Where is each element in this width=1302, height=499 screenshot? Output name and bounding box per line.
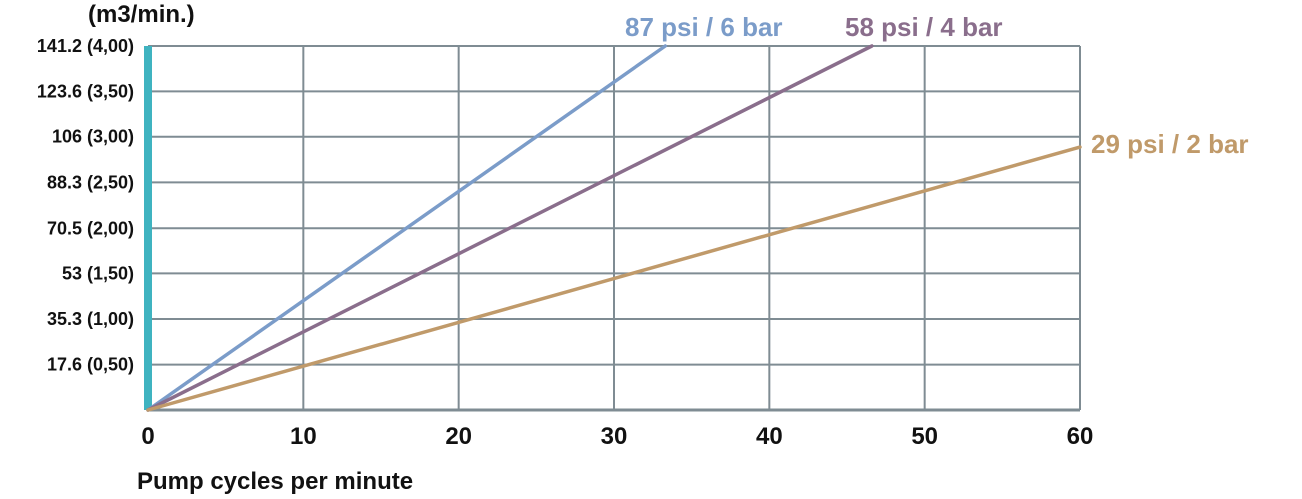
x-tick-label-5: 50 [911, 423, 938, 450]
series-label-2: 29 psi / 2 bar [1091, 129, 1249, 159]
series-line-1 [146, 44, 874, 412]
y-tick-label-1: 35.3 (1,00) [47, 309, 134, 329]
series-labels: 87 psi / 6 bar 58 psi / 4 bar 29 psi / 2 b… [625, 12, 1249, 159]
y-tick-label-2: 53 (1,50) [62, 263, 134, 283]
y-tick-label-0: 17.6 (0,50) [47, 355, 134, 375]
y-axis-bar [144, 46, 152, 410]
x-tick-labels: 0 10 20 30 40 50 60 [141, 423, 1093, 450]
x-tick-label-2: 20 [445, 423, 472, 450]
y-tick-label-3: 70.5 (2,00) [47, 218, 134, 238]
y-tick-label-6: 123.6 (3,50) [37, 81, 134, 101]
x-tick-label-4: 40 [756, 423, 783, 450]
series-line-0 [146, 44, 668, 412]
x-tick-label-1: 10 [290, 423, 317, 450]
series-label-0: 87 psi / 6 bar [625, 12, 783, 42]
x-tick-label-3: 30 [601, 423, 628, 450]
y-tick-label-4: 88.3 (2,50) [47, 172, 134, 192]
y-axis-title: (m3/min.) [88, 1, 195, 28]
grid [147, 45, 1081, 412]
y-tick-labels: 17.6 (0,50) 35.3 (1,00) 53 (1,50) 70.5 (2,0… [37, 36, 134, 375]
series-lines [146, 44, 1082, 412]
y-tick-label-7: 141.2 (4,00) [37, 36, 134, 56]
series-line-2 [146, 145, 1082, 412]
x-tick-label-6: 60 [1067, 423, 1094, 450]
y-tick-label-5: 106 (3,00) [52, 127, 134, 147]
series-label-1: 58 psi / 4 bar [845, 12, 1003, 42]
x-axis-title: Pump cycles per minute [137, 468, 413, 495]
x-tick-label-0: 0 [141, 423, 154, 450]
